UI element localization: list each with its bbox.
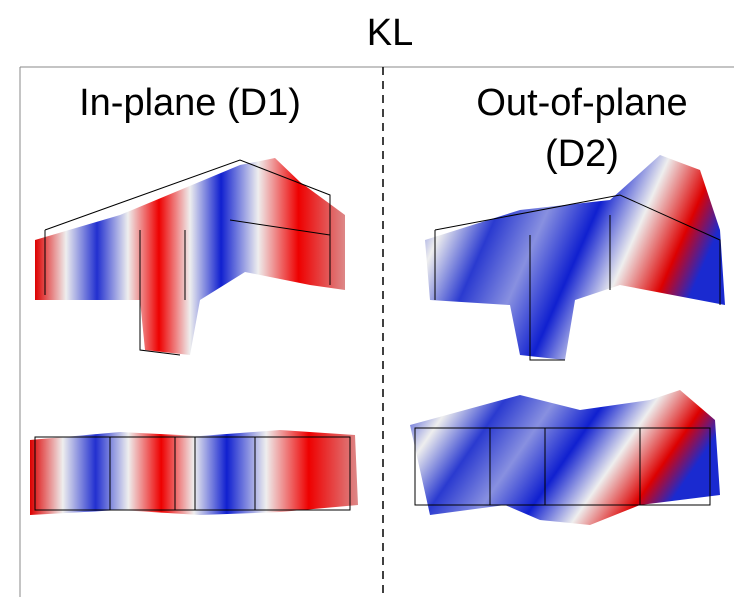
out-of-plane-shape-top: [425, 155, 725, 360]
in-plane-shape-top: [35, 158, 345, 355]
out-of-plane-shape-bottom: [410, 390, 720, 525]
figure-title: KL: [367, 12, 413, 54]
frame: [20, 67, 734, 597]
panel-label: Out-of-plane: [476, 82, 687, 124]
panel-label: (D2): [545, 133, 619, 175]
figure: KL In-plane (D1) Out-of-plane (D2) (() =…: [0, 0, 734, 597]
panel-label: In-plane (D1): [79, 82, 301, 124]
in-plane-shape-bottom: [30, 430, 358, 515]
